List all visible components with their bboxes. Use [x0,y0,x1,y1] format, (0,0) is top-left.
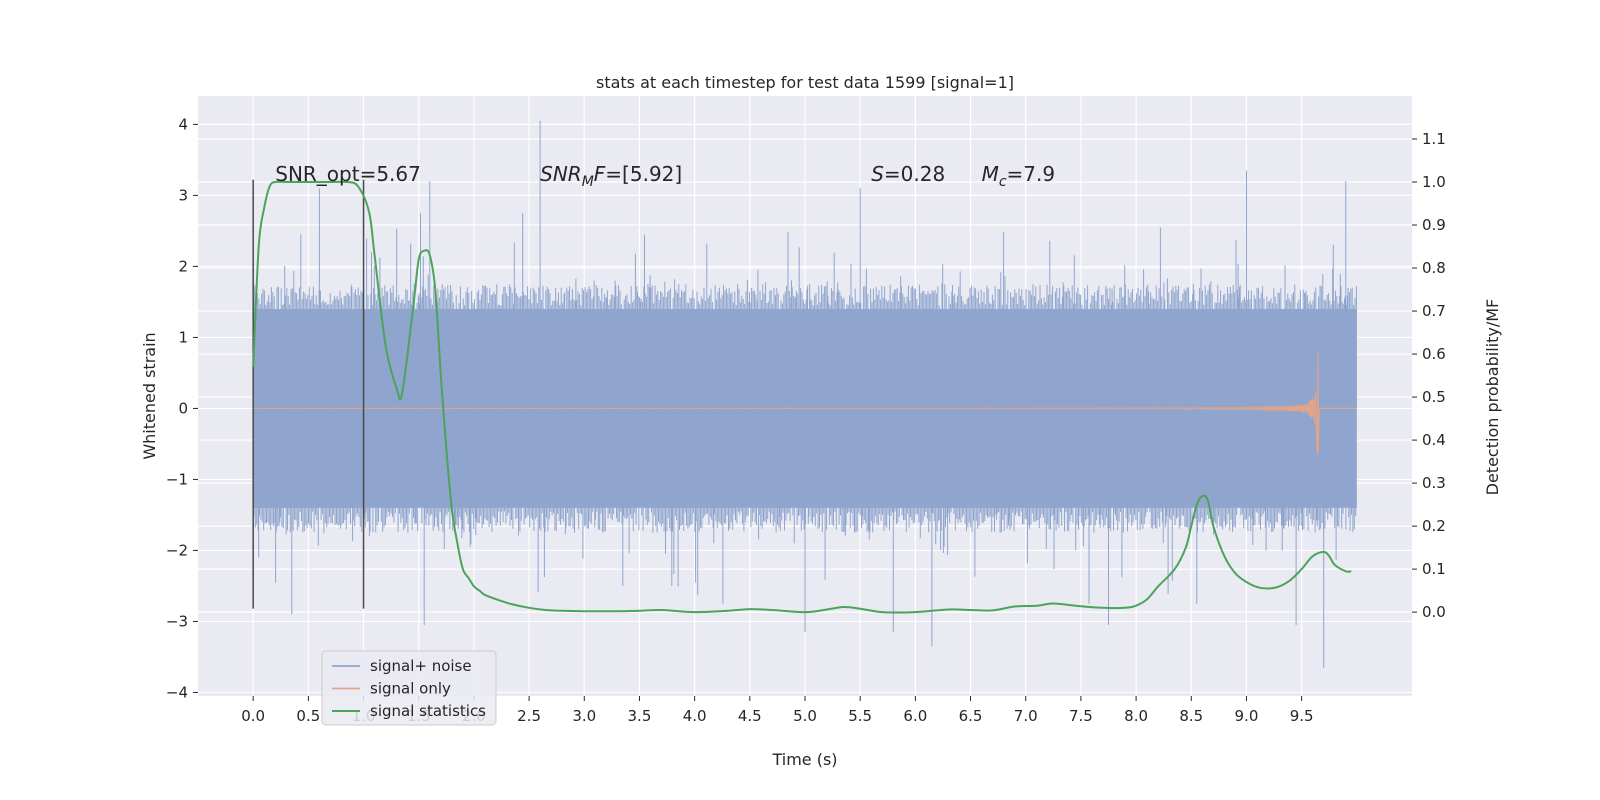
axes: 0.00.51.01.52.02.53.03.54.04.55.05.56.06… [166,115,1446,725]
chart-title: stats at each timestep for test data 159… [596,73,1014,92]
y-tick-label: 3 [178,186,188,204]
annotation-symbol: S [871,162,884,186]
x-tick-label: 8.5 [1179,707,1203,725]
x-tick-label: 5.0 [793,707,817,725]
x-tick-label: 7.0 [1014,707,1038,725]
y2-axis-label: Detection probability/MF [1483,299,1502,496]
annotation-subscript: c [999,174,1007,190]
signal-only-series [253,352,1357,454]
y-tick-label: −2 [166,541,188,559]
signal-statistics-series [252,180,1352,614]
y-tick-label: −4 [166,683,188,701]
x-tick-label: 6.5 [959,707,983,725]
annotation-value: F=[5.92] [594,162,682,186]
x-tick-label: 0.0 [241,707,265,725]
x-tick-label: 9.5 [1290,707,1314,725]
legend-label-signal-statistics: signal statistics [370,702,486,720]
y-tick-label: 0 [178,399,188,417]
x-tick-label: 7.5 [1069,707,1093,725]
x-tick-label: 4.5 [738,707,762,725]
x-tick-label: 8.0 [1124,707,1148,725]
x-tick-label: 4.0 [683,707,707,725]
annotation-value: =7.9 [1007,162,1056,186]
y2-tick-label: 1.0 [1422,173,1446,191]
annotation-snr-opt: SNR_opt=5.67 [275,162,421,186]
signal-statistics-line [252,180,1352,614]
y-tick-label: −3 [166,612,188,630]
signal-only-trace [253,352,1357,454]
x-tick-label: 0.5 [296,707,320,725]
y2-tick-label: 0.6 [1422,345,1446,363]
x-tick-label: 9.0 [1235,707,1259,725]
x-tick-label: 2.5 [517,707,541,725]
y2-tick-label: 0.0 [1422,603,1446,621]
x-tick-label: 3.0 [572,707,596,725]
annotation-snr-mf: SNRMF=[5.92] [540,162,682,190]
legend-label-signal-only: signal only [370,680,451,698]
annotation-subscript: M [582,174,594,190]
y2-tick-label: 0.7 [1422,302,1446,320]
y2-tick-label: 0.2 [1422,517,1446,535]
legend-label-signal-noise: signal+ noise [370,657,472,675]
y2-tick-label: 1.1 [1422,130,1446,148]
y-tick-label: −1 [166,470,188,488]
annotation-symbol: M [982,162,999,186]
x-axis-label: Time (s) [771,750,837,769]
y2-tick-label: 0.1 [1422,560,1446,578]
y2-tick-label: 0.5 [1422,388,1446,406]
y2-tick-label: 0.3 [1422,474,1446,492]
y2-tick-label: 0.9 [1422,216,1446,234]
legend-box [321,650,497,726]
annotation-value: =0.28 [884,162,945,186]
annotation-symbol: SNR [540,162,582,186]
y-tick-label: 1 [178,328,188,346]
y-tick-label: 4 [178,115,188,133]
annotation-chirp-mass: Mc=7.9 [982,162,1056,190]
x-tick-label: 5.5 [848,707,872,725]
y2-tick-label: 0.8 [1422,259,1446,277]
x-tick-label: 3.5 [628,707,652,725]
legend: signal+ noise signal only signal statist… [321,650,497,726]
annotations: SNR_opt=5.67 SNRMF=[5.92] S=0.28 Mc=7.9 [275,162,1055,190]
annotation-spin: S=0.28 [871,162,945,186]
y-axis-label: Whitened strain [140,332,159,459]
y2-tick-label: 0.4 [1422,431,1446,449]
x-tick-label: 6.0 [903,707,927,725]
vertical-markers [252,179,365,609]
y-tick-label: 2 [178,257,188,275]
